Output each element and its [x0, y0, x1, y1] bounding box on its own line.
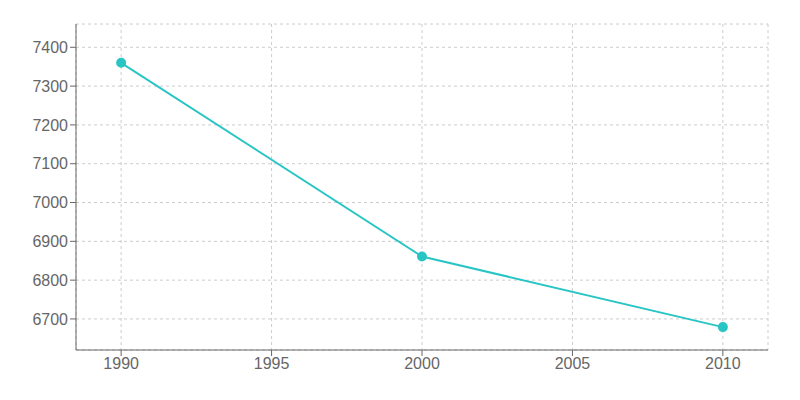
- svg-text:7000: 7000: [32, 194, 68, 211]
- svg-text:1990: 1990: [103, 355, 139, 372]
- svg-text:7200: 7200: [32, 117, 68, 134]
- svg-text:2010: 2010: [705, 355, 741, 372]
- svg-text:7300: 7300: [32, 78, 68, 95]
- svg-text:6900: 6900: [32, 233, 68, 250]
- svg-text:6800: 6800: [32, 272, 68, 289]
- svg-text:7400: 7400: [32, 39, 68, 56]
- svg-text:6700: 6700: [32, 311, 68, 328]
- svg-text:2000: 2000: [404, 355, 440, 372]
- svg-text:1995: 1995: [254, 355, 290, 372]
- svg-text:7100: 7100: [32, 155, 68, 172]
- svg-text:2005: 2005: [555, 355, 591, 372]
